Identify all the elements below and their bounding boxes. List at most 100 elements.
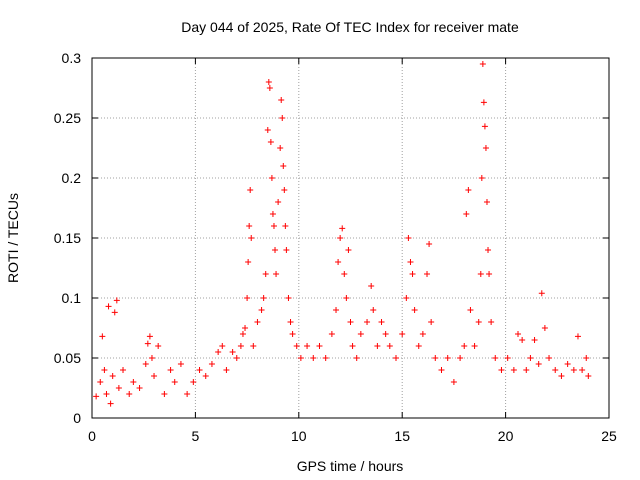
data-point — [450, 379, 457, 385]
data-point — [99, 333, 106, 340]
data-point — [343, 295, 350, 301]
data-point — [523, 367, 530, 373]
data-point — [378, 319, 385, 325]
x-tick-label: 10 — [291, 428, 307, 444]
data-point — [335, 259, 342, 265]
data-point — [428, 319, 435, 325]
data-point — [215, 349, 222, 355]
data-point — [233, 355, 240, 361]
data-point — [364, 319, 371, 325]
data-point — [270, 223, 277, 229]
data-point — [465, 187, 472, 193]
data-point — [239, 331, 246, 337]
data-point — [552, 367, 559, 373]
data-point — [103, 391, 110, 397]
x-axis-title: GPS time / hours — [297, 458, 404, 474]
data-point — [269, 211, 276, 217]
data-point — [275, 199, 282, 205]
data-point — [444, 355, 451, 361]
data-point — [111, 309, 118, 316]
data-point — [546, 355, 553, 361]
data-point — [386, 343, 393, 349]
data-point — [463, 211, 470, 217]
data-point — [113, 297, 120, 304]
data-point — [339, 225, 346, 232]
y-tick-label: 0 — [73, 410, 81, 426]
data-point — [481, 123, 488, 130]
data-point — [202, 373, 209, 379]
data-point — [105, 303, 112, 310]
data-point — [475, 319, 482, 325]
data-point — [479, 61, 486, 67]
data-point — [424, 271, 431, 277]
data-point — [272, 247, 279, 253]
data-point — [574, 333, 581, 340]
data-point — [498, 367, 505, 373]
data-point — [167, 367, 174, 373]
data-point — [282, 223, 289, 229]
chart-title: Day 044 of 2025, Rate Of TEC Index for r… — [181, 19, 519, 35]
data-point — [541, 325, 548, 331]
data-point — [337, 235, 344, 241]
data-point — [245, 259, 252, 265]
data-points — [93, 61, 592, 407]
x-tick-label: 0 — [88, 428, 96, 444]
data-point — [289, 331, 296, 337]
x-tick-label: 5 — [192, 428, 200, 444]
data-point — [177, 361, 184, 367]
data-point — [196, 367, 203, 373]
data-point — [403, 295, 410, 301]
data-point — [310, 355, 317, 361]
data-point — [246, 223, 253, 229]
data-point — [322, 355, 329, 361]
data-point — [258, 307, 265, 313]
data-point — [280, 163, 287, 169]
data-point — [244, 295, 251, 301]
data-point — [349, 343, 356, 349]
data-point — [316, 343, 323, 349]
data-point — [268, 175, 275, 181]
data-point — [184, 391, 191, 397]
data-point — [504, 355, 511, 361]
data-point — [374, 343, 381, 349]
y-tick-label: 0.2 — [62, 170, 82, 186]
data-point — [357, 331, 364, 337]
data-point — [237, 343, 244, 349]
data-point — [405, 235, 412, 241]
data-point — [485, 247, 492, 253]
data-point — [293, 343, 300, 349]
data-point — [480, 99, 487, 106]
data-point — [438, 367, 445, 373]
data-point — [264, 127, 271, 133]
data-point — [262, 271, 269, 277]
data-point — [254, 319, 261, 325]
data-point — [285, 295, 292, 301]
data-point — [250, 343, 257, 349]
data-point — [583, 355, 590, 361]
data-point — [345, 247, 352, 253]
data-point — [242, 325, 249, 331]
data-point — [535, 361, 542, 367]
data-point — [538, 290, 545, 297]
y-tick-label: 0.05 — [54, 350, 81, 366]
data-point — [171, 379, 178, 385]
data-point — [392, 355, 399, 361]
data-point — [273, 271, 280, 277]
data-point — [229, 349, 236, 355]
data-point — [267, 139, 274, 145]
data-point — [486, 271, 493, 277]
data-point — [109, 373, 116, 379]
data-point — [279, 115, 286, 121]
data-point — [333, 307, 340, 313]
data-point — [101, 367, 108, 373]
data-point — [265, 79, 272, 85]
data-point — [97, 379, 104, 385]
data-point — [510, 367, 517, 373]
y-tick-label: 0.15 — [54, 230, 81, 246]
data-point — [281, 187, 288, 193]
data-point — [266, 85, 273, 91]
data-point — [531, 337, 538, 343]
data-point — [107, 400, 114, 407]
data-point — [399, 331, 406, 337]
